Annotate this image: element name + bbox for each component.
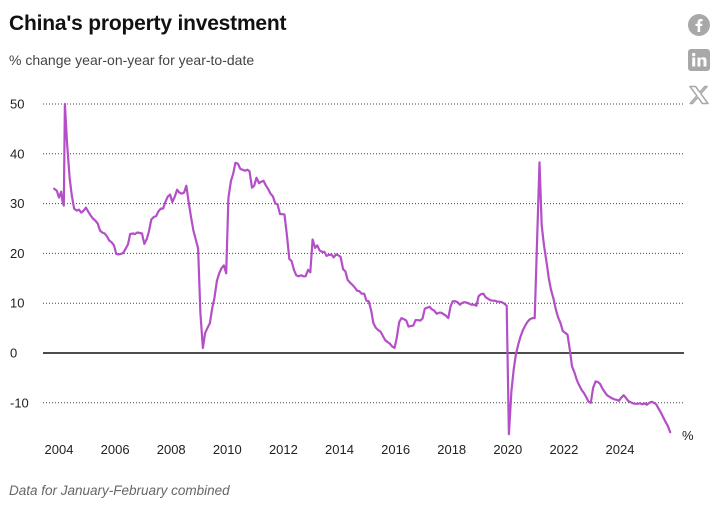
x-tick-label: 2010 bbox=[213, 442, 242, 457]
x-tick-label: 2014 bbox=[325, 442, 354, 457]
x-tick-label: 2024 bbox=[606, 442, 635, 457]
y-axis-labels: 50 40 30 20 10 0 -10 bbox=[10, 97, 29, 411]
facebook-icon[interactable] bbox=[688, 14, 710, 36]
x-tick-label: 2020 bbox=[493, 442, 522, 457]
y-tick-label: 50 bbox=[10, 97, 24, 112]
y-tick-label: 30 bbox=[10, 196, 24, 211]
x-tick-label: 2008 bbox=[157, 442, 186, 457]
footnote: Data for January-February combined bbox=[9, 483, 230, 498]
chart-subtitle: % change year-on-year for year-to-date bbox=[9, 52, 255, 68]
x-tick-label: 2006 bbox=[101, 442, 130, 457]
x-tick-label: 2018 bbox=[437, 442, 466, 457]
y-unit-label: % bbox=[682, 428, 694, 443]
y-tick-label: 20 bbox=[10, 246, 24, 261]
series-line bbox=[53, 102, 672, 436]
gridlines bbox=[43, 103, 684, 404]
chart-title: China's property investment bbox=[9, 12, 287, 35]
y-tick-label: 40 bbox=[10, 146, 24, 161]
share-bar bbox=[688, 14, 710, 119]
x-tick-label: 2012 bbox=[269, 442, 298, 457]
y-tick-label: 0 bbox=[10, 346, 17, 361]
x-icon[interactable] bbox=[688, 84, 710, 106]
x-axis-labels: 2004 2006 2008 2010 2012 2014 2016 2018 2020 2022… bbox=[45, 442, 635, 457]
x-tick-label: 2016 bbox=[381, 442, 410, 457]
series-layer bbox=[53, 102, 672, 436]
x-tick-label: 2004 bbox=[45, 442, 74, 457]
y-tick-label: -10 bbox=[10, 395, 29, 410]
linkedin-icon[interactable] bbox=[688, 49, 710, 71]
x-tick-label: 2022 bbox=[549, 442, 578, 457]
y-tick-label: 10 bbox=[10, 296, 24, 311]
